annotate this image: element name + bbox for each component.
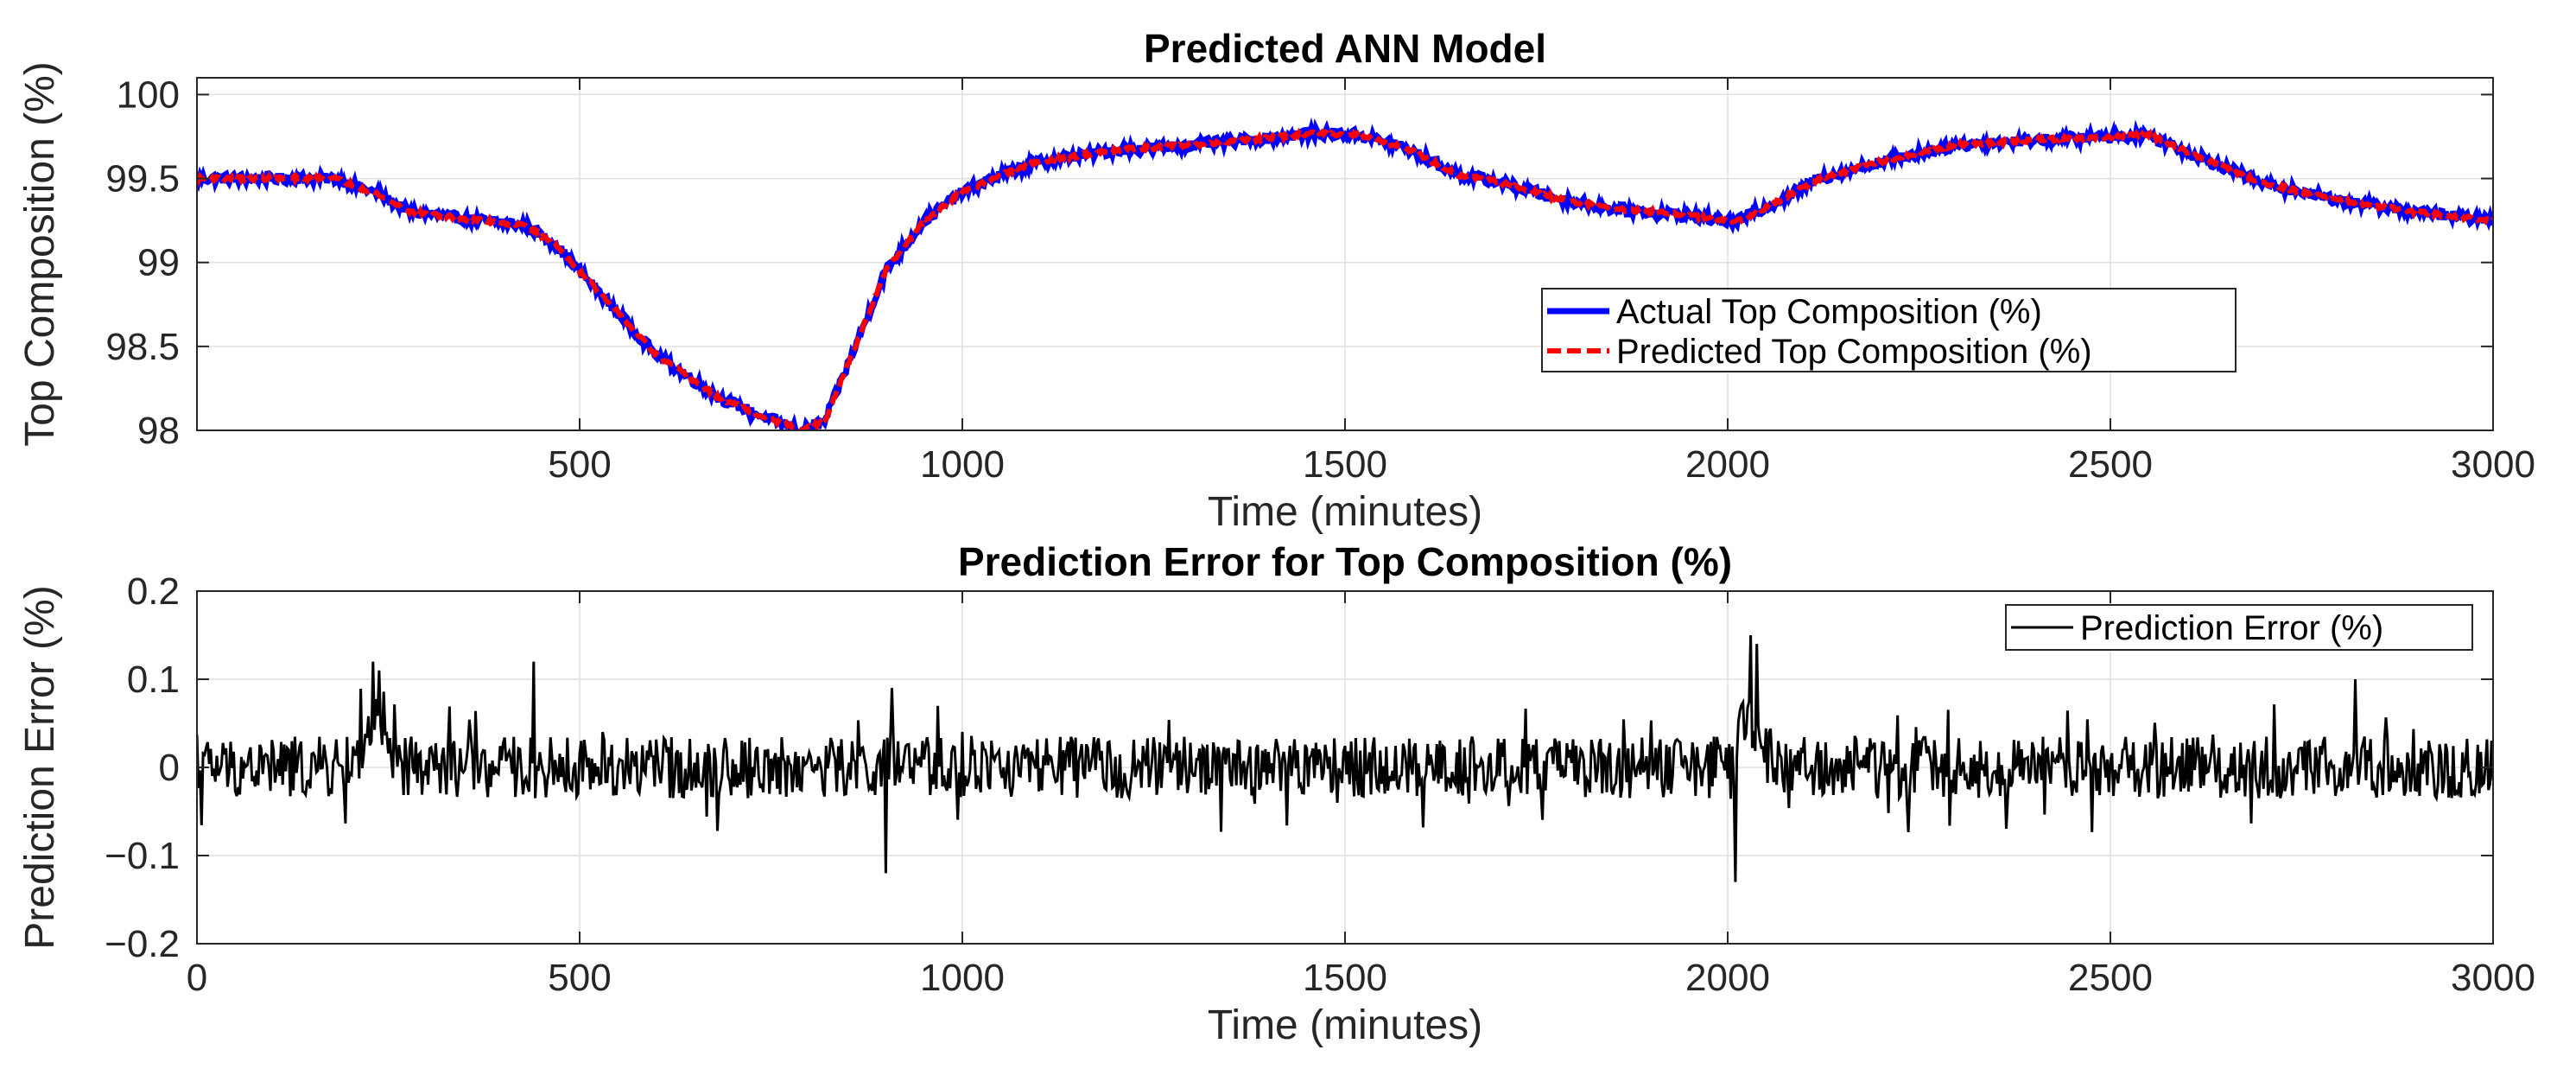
series-line-0 bbox=[197, 634, 2493, 882]
series-group bbox=[197, 634, 2493, 882]
x-axis-label: Time (minutes) bbox=[1208, 489, 1482, 535]
x-tick-label: 0 bbox=[187, 957, 207, 999]
x-tick-label: 2500 bbox=[2068, 443, 2153, 486]
y-tick-label: 0.2 bbox=[127, 570, 180, 613]
x-tick-label: 2500 bbox=[2068, 957, 2153, 999]
y-tick-label: −0.2 bbox=[105, 923, 180, 965]
legend-label-0: Actual Top Composition (%) bbox=[1616, 293, 2042, 331]
legend-label-1: Predicted Top Composition (%) bbox=[1616, 333, 2092, 371]
x-tick-label: 3000 bbox=[2451, 957, 2535, 999]
x-tick-label: 1500 bbox=[1303, 957, 1387, 999]
y-tick-label: 100 bbox=[117, 73, 180, 116]
legend-box bbox=[1541, 288, 2237, 372]
x-tick-label: 1500 bbox=[1303, 443, 1387, 486]
y-tick-label: 0.1 bbox=[127, 659, 180, 701]
legend: Prediction Error (%) bbox=[2005, 604, 2473, 651]
x-tick-label: 3000 bbox=[2451, 443, 2535, 486]
x-tick-label: 2000 bbox=[1685, 957, 1770, 999]
y-tick-label: 99 bbox=[137, 242, 180, 284]
x-tick-label: 1000 bbox=[920, 957, 1005, 999]
y-axis-label: Top Composition (%) bbox=[17, 61, 63, 447]
y-axis-label: Prediction Error (%) bbox=[17, 585, 63, 949]
series-group bbox=[197, 117, 2493, 430]
x-tick-label: 500 bbox=[548, 957, 611, 999]
series-line-1 bbox=[197, 127, 2493, 430]
x-tick-label: 1000 bbox=[920, 443, 1005, 486]
y-tick-label: 0 bbox=[159, 747, 180, 789]
chart-prediction-error: 0 500 1000 1500 2000 2500 3000 −0.2 −0.1 0 0.1 0.2 P… bbox=[17, 539, 2535, 1048]
x-tick-label: 2000 bbox=[1685, 443, 1770, 486]
y-tick-label: 98.5 bbox=[105, 326, 180, 368]
y-tick-label: 99.5 bbox=[105, 158, 180, 200]
chart-top-composition: 500 1000 1500 2000 2500 3000 98 98.5 99 99.5 100 Pr… bbox=[17, 26, 2535, 535]
x-tick-label: 500 bbox=[548, 443, 611, 486]
legend: Actual Top Composition (%)Predicted Top … bbox=[1541, 288, 2237, 372]
y-tick-label: −0.1 bbox=[105, 835, 180, 877]
chart-title: Prediction Error for Top Composition (%) bbox=[958, 539, 1732, 584]
chart-title: Predicted ANN Model bbox=[1144, 26, 1546, 71]
x-axis-label: Time (minutes) bbox=[1208, 1002, 1482, 1048]
legend-label-0: Prediction Error (%) bbox=[2080, 609, 2383, 647]
y-tick-label: 98 bbox=[137, 410, 180, 452]
legend-box bbox=[2005, 604, 2473, 651]
